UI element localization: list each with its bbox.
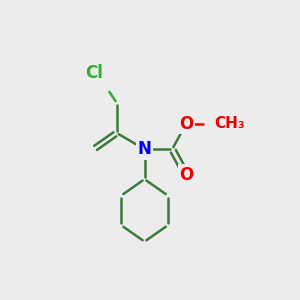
Text: O: O [179,166,193,184]
Text: Cl: Cl [85,64,103,82]
Text: CH₃: CH₃ [214,116,244,131]
Text: O: O [179,115,193,133]
Text: N: N [138,140,152,158]
